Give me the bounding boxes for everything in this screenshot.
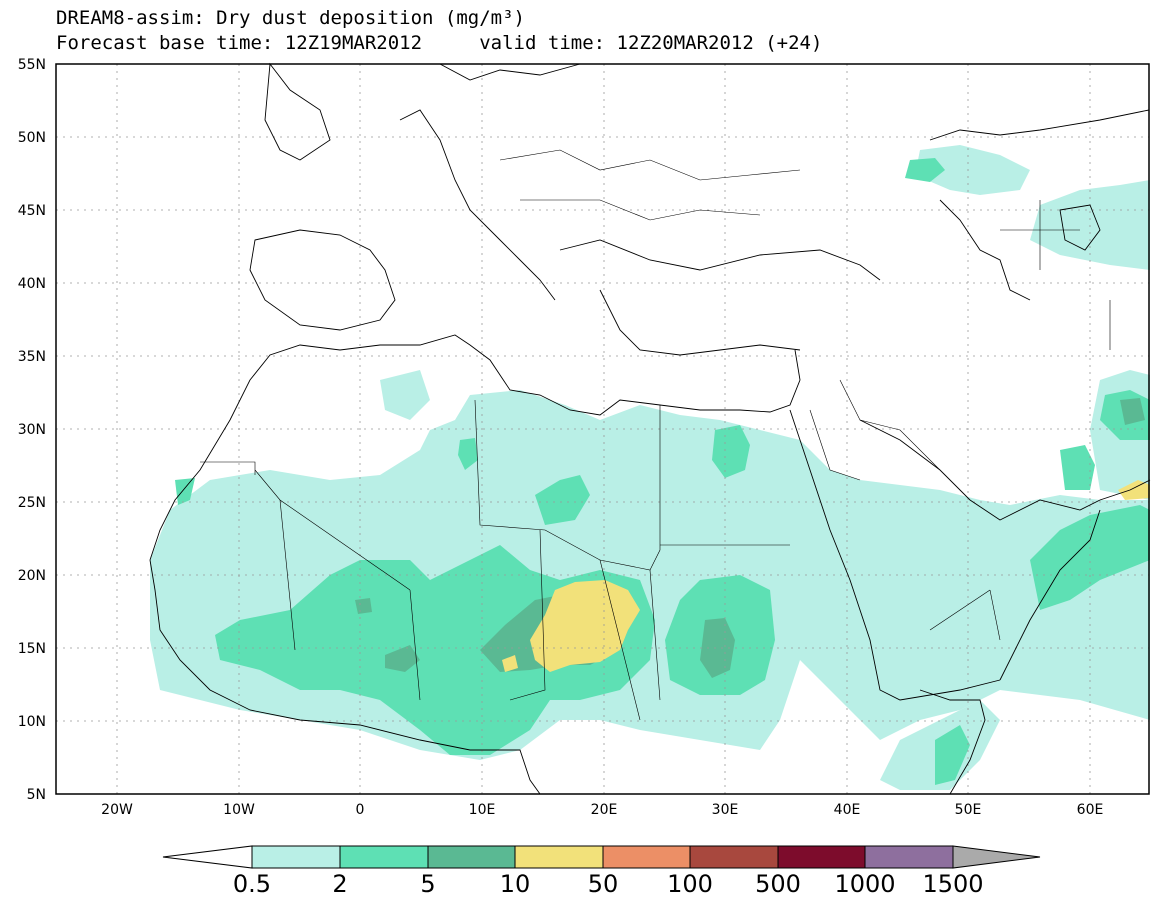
lon-axis: 20W 10W 0 10E 20E 30E 40E 50E 60E	[101, 802, 1103, 818]
map-border	[55, 63, 1150, 795]
lat-tick-label: 35N	[18, 349, 46, 365]
lat-tick-label: 5N	[27, 787, 46, 803]
lat-tick-label: 40N	[18, 276, 46, 292]
colorbar-swatch	[427, 845, 516, 869]
colorbar	[162, 845, 1041, 869]
coastlines	[149, 62, 1151, 795]
lon-tick-label: 30E	[712, 802, 739, 818]
colorbar-swatch	[339, 845, 429, 869]
colorbar-swatch	[251, 845, 341, 869]
lat-tick-label: 10N	[18, 714, 46, 730]
lat-tick-label: 50N	[18, 130, 46, 146]
lon-tick-label: 10E	[469, 802, 496, 818]
lon-tick-label: 0	[356, 802, 365, 818]
lon-tick-label: 20W	[101, 802, 133, 818]
band-10-50	[502, 480, 1150, 672]
lat-axis: 55N 50N 45N 40N 35N 30N 25N 20N 15N 10N …	[18, 57, 46, 803]
lon-tick-label: 10W	[223, 802, 255, 818]
chart-subtitle: Forecast base time: 12Z19MAR2012 valid t…	[56, 32, 823, 54]
lat-tick-label: 45N	[18, 203, 46, 219]
colorbar-label: 1500	[922, 870, 983, 898]
colorbar-swatch	[514, 845, 604, 869]
band-2-5	[175, 158, 1150, 785]
colorbar-over-arrow	[952, 845, 1041, 869]
chart-title: DREAM8-assim: Dry dust deposition (mg/m³…	[56, 7, 525, 29]
lat-tick-label: 30N	[18, 422, 46, 438]
colorbar-label: 2	[332, 870, 347, 898]
lat-tick-label: 55N	[18, 57, 46, 73]
lat-tick-label: 20N	[18, 568, 46, 584]
lon-tick-label: 20E	[591, 802, 618, 818]
colorbar-label: 0.5	[233, 870, 271, 898]
colorbar-label: 500	[755, 870, 801, 898]
colorbar-swatch	[602, 845, 691, 869]
lon-tick-label: 50E	[955, 802, 982, 818]
colorbar-label: 10	[500, 870, 531, 898]
colorbar-labels: 0.5 2 5 10 50 100 500 1000 1500	[233, 870, 984, 898]
colorbar-under-arrow	[162, 845, 253, 869]
colorbar-label: 50	[588, 870, 619, 898]
colorbar-label: 1000	[834, 870, 895, 898]
colorbar-label: 100	[667, 870, 713, 898]
lat-tick-label: 15N	[18, 641, 46, 657]
lon-tick-label: 40E	[834, 802, 861, 818]
colorbar-swatch	[777, 845, 866, 869]
country-borders	[200, 149, 1111, 721]
colorbar-swatch	[864, 845, 954, 869]
lat-tick-label: 25N	[18, 495, 46, 511]
colorbar-swatch	[689, 845, 779, 869]
graticule	[56, 64, 1149, 794]
dust-shading	[150, 145, 1150, 790]
colorbar-label: 5	[420, 870, 435, 898]
lon-tick-label: 60E	[1077, 802, 1104, 818]
